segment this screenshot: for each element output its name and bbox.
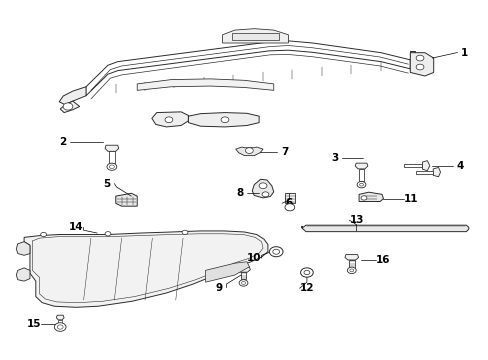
Text: 8: 8 (236, 188, 243, 198)
Circle shape (239, 280, 247, 286)
Polygon shape (16, 268, 30, 281)
Text: 7: 7 (280, 147, 287, 157)
Circle shape (346, 267, 355, 274)
Text: 12: 12 (299, 283, 313, 293)
Polygon shape (56, 315, 64, 320)
Polygon shape (60, 101, 80, 113)
Polygon shape (235, 147, 263, 156)
Polygon shape (344, 255, 358, 260)
Circle shape (415, 55, 423, 61)
Circle shape (272, 249, 279, 254)
Polygon shape (236, 267, 250, 272)
Polygon shape (59, 87, 86, 105)
Polygon shape (188, 113, 259, 127)
Circle shape (57, 325, 63, 329)
Polygon shape (137, 79, 273, 90)
Polygon shape (252, 179, 273, 198)
Circle shape (285, 204, 294, 211)
Polygon shape (24, 231, 267, 307)
Bar (232, 33, 278, 40)
Polygon shape (205, 262, 249, 282)
Bar (348, 260, 354, 267)
Circle shape (105, 231, 111, 236)
Polygon shape (432, 167, 440, 177)
Polygon shape (302, 225, 468, 231)
Text: 6: 6 (285, 198, 292, 208)
Text: 3: 3 (330, 153, 338, 163)
Bar (415, 171, 432, 174)
Circle shape (109, 165, 114, 168)
Circle shape (262, 192, 268, 197)
Polygon shape (16, 242, 30, 255)
Text: 11: 11 (403, 194, 418, 204)
Bar (404, 164, 422, 167)
Text: 5: 5 (103, 179, 110, 189)
Circle shape (241, 282, 245, 284)
Text: 10: 10 (246, 253, 261, 263)
Text: 1: 1 (460, 48, 468, 58)
Circle shape (164, 117, 172, 123)
Polygon shape (222, 29, 288, 43)
Circle shape (304, 270, 309, 275)
Circle shape (360, 196, 366, 200)
Text: 2: 2 (60, 138, 66, 147)
Bar (240, 272, 246, 279)
Polygon shape (358, 192, 383, 202)
Text: 15: 15 (26, 319, 41, 329)
Circle shape (349, 269, 353, 272)
Circle shape (259, 183, 266, 189)
Circle shape (54, 323, 66, 331)
Text: 9: 9 (215, 283, 222, 293)
Circle shape (41, 232, 46, 237)
Bar (109, 151, 115, 163)
Polygon shape (116, 193, 137, 206)
Circle shape (107, 163, 117, 170)
Text: 14: 14 (69, 222, 83, 232)
Circle shape (245, 148, 253, 153)
Bar (358, 169, 363, 181)
Bar (409, 51, 414, 59)
Bar (58, 320, 62, 323)
Circle shape (63, 103, 73, 110)
Polygon shape (152, 112, 188, 127)
Circle shape (182, 230, 187, 234)
Circle shape (269, 247, 283, 257)
Text: 16: 16 (375, 255, 390, 265)
Polygon shape (409, 53, 433, 76)
Circle shape (221, 117, 228, 123)
Text: 4: 4 (455, 161, 463, 171)
Polygon shape (354, 163, 367, 169)
Polygon shape (105, 145, 119, 151)
Bar (285, 193, 294, 203)
Text: 13: 13 (349, 215, 363, 225)
Circle shape (356, 181, 365, 188)
Circle shape (300, 268, 313, 277)
Polygon shape (422, 161, 429, 171)
Circle shape (359, 183, 363, 186)
Circle shape (415, 64, 423, 70)
